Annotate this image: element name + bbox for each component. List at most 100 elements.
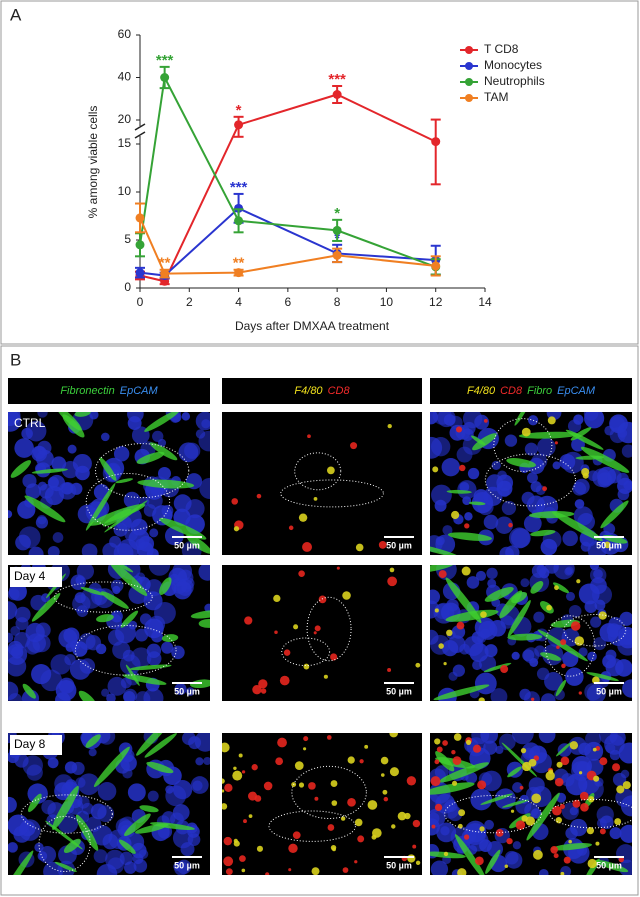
fibronectin [556,742,572,757]
nucleus [31,664,52,685]
immune-cell [313,497,318,501]
immune-cell [592,747,597,752]
nucleus [590,616,602,628]
fibronectin [445,577,482,624]
nucleus [172,804,190,821]
nucleus [58,628,78,648]
immune-cell [252,684,262,695]
nucleus [173,494,192,513]
immune-cell [288,868,292,872]
immune-cell [260,688,267,694]
stroma-outline [281,637,331,667]
nucleus [431,484,452,506]
scale-bar-label: 50 µm [386,860,412,870]
immune-cell [387,576,398,587]
fibronectin [96,614,114,623]
nucleus [47,757,59,769]
fibronectin [136,733,171,756]
nucleus [435,536,445,546]
immune-cell [479,826,485,832]
nucleus [568,604,582,618]
immune-cell [579,791,589,801]
immune-cell [574,636,585,646]
channel-header [430,378,632,404]
immune-cell [430,776,441,787]
immune-cell [342,591,351,600]
immune-cell [522,761,532,772]
x-axis-title: Days after DMXAA treatment [235,319,390,333]
nucleus [565,591,576,601]
immune-cell [555,816,562,824]
channel-header [222,378,422,404]
immune-cell [593,775,600,782]
immune-cell [478,697,485,701]
nucleus [531,808,542,819]
channel-name: EpCAM [557,385,596,397]
significance: * [236,102,242,119]
y-tick-label: 10 [118,184,132,198]
fibronectin [454,834,486,875]
immune-cell [354,860,358,864]
immune-cell [389,767,399,777]
nucleus [430,808,446,828]
nucleus [190,776,209,794]
nucleus [8,796,17,813]
immune-cell [451,750,456,755]
immune-cell [520,748,527,754]
data-point [234,216,244,226]
immune-cell [545,771,555,781]
nucleus [64,654,76,666]
channel-name: F4/80 [467,385,496,397]
immune-cell [453,733,462,741]
row-label: Day 8 [14,737,46,751]
micrograph [8,733,210,875]
nucleus [612,772,627,787]
nucleus [434,603,450,619]
fibronectin [514,412,529,426]
nucleus [523,747,535,759]
stroma-outline [268,810,356,842]
immune-cell [378,541,387,549]
channel-header-text: Fibronectin EpCAM [60,385,158,397]
nucleus [430,412,439,425]
nucleus [430,589,441,605]
stroma-outline [20,794,113,834]
stroma-outline [74,624,177,676]
nucleus [615,659,632,677]
immune-cell [559,803,565,810]
fibronectin [10,460,32,478]
immune-cell [222,742,230,753]
immune-cell [525,816,535,826]
nucleus [527,472,538,484]
immune-cell [455,426,463,433]
legend-label: TAM [484,90,508,104]
fibronectin [159,517,207,540]
immune-cell [581,467,590,477]
nucleus [165,785,187,807]
x-tick-label: 6 [285,295,292,309]
nucleus [584,683,602,701]
nucleus [198,430,210,452]
channel-name: EpCAM [120,385,159,397]
nucleus [102,833,119,850]
immune-cell [239,855,246,862]
immune-cell [330,780,338,787]
micrograph-content [222,565,422,701]
series-line [139,207,436,277]
nucleus [538,868,549,875]
immune-cell [598,611,607,620]
nucleus [489,619,507,637]
nucleus [442,525,453,536]
immune-cell [431,824,436,829]
immune-cell [367,800,378,810]
nucleus [609,416,626,432]
immune-cell [572,799,581,808]
immune-cell [387,423,392,429]
nucleus [538,733,556,744]
nucleus [58,677,75,694]
nucleus [528,777,545,794]
immune-cell [457,868,467,875]
immune-cell [233,766,237,771]
fibronectin [31,592,61,622]
